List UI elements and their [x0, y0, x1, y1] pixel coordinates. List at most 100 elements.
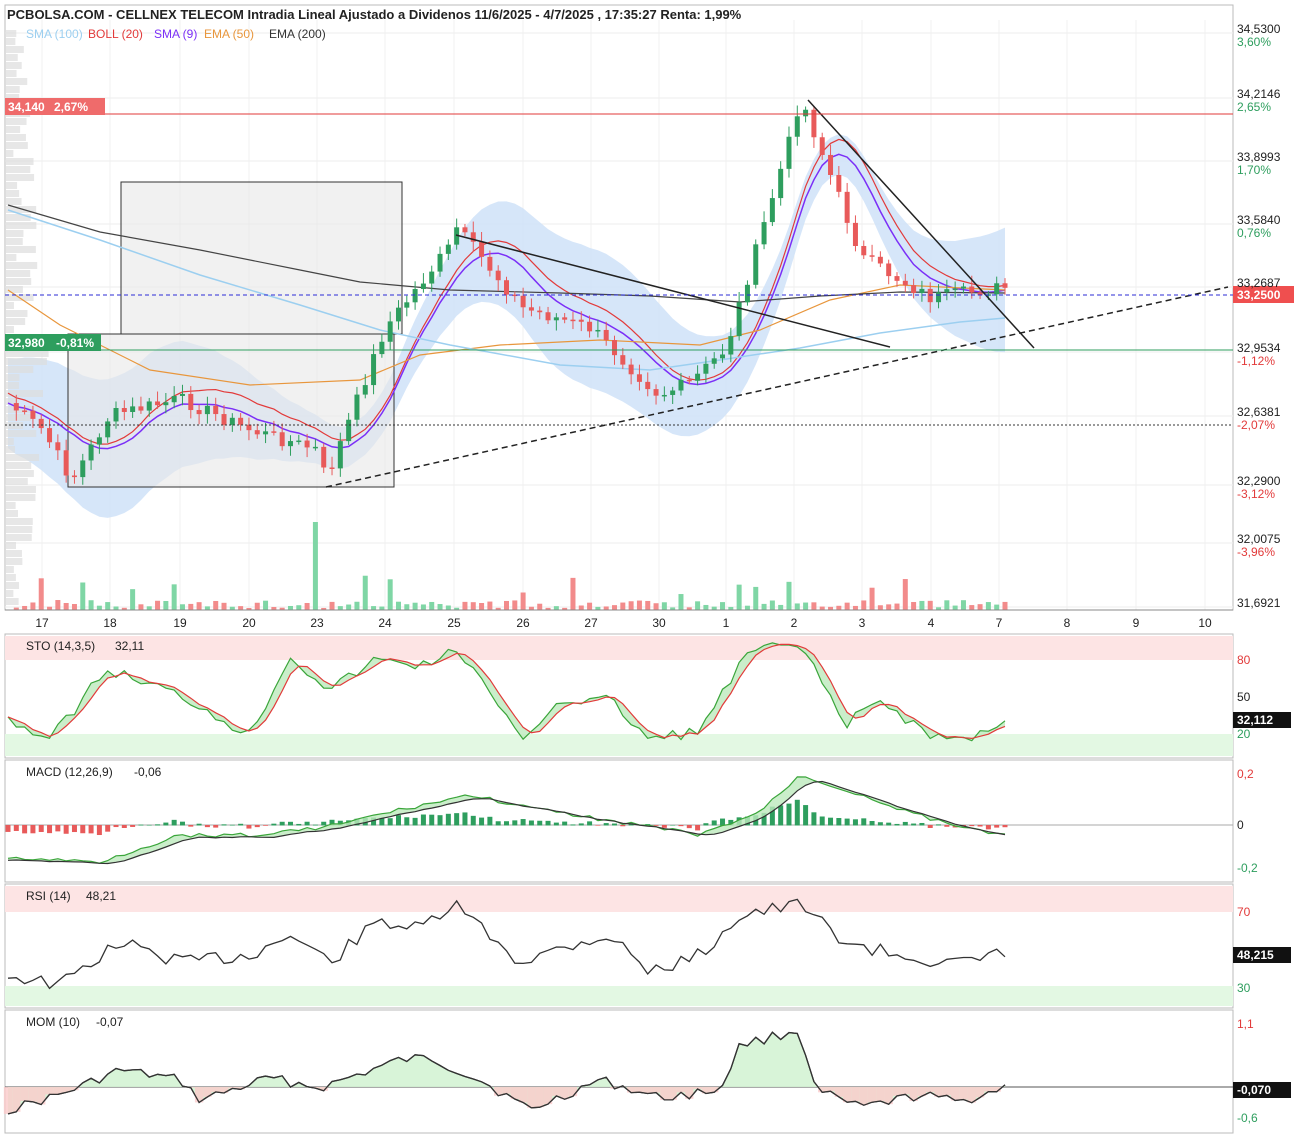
x-axis-label-14: 7: [996, 616, 1003, 630]
sto-level-2: 20: [1237, 727, 1251, 741]
profile-bar: [5, 382, 20, 389]
candle-body: [894, 276, 900, 281]
volume-bar: [753, 586, 759, 610]
macd-hist-bar: [504, 821, 509, 826]
macd-hist-bar: [528, 820, 534, 826]
macd-hist-bar: [130, 825, 136, 827]
volume-bar: [296, 605, 302, 610]
macd-hist-bar: [88, 825, 94, 834]
mom-neg-fill: [693, 1087, 702, 1090]
mom-neg-fill: [37, 1087, 46, 1105]
macd-hist-bar: [852, 819, 858, 826]
candle-body: [736, 302, 742, 337]
sma100-line: [7, 209, 1006, 371]
profile-bar: [5, 438, 14, 445]
volume-bar: [412, 602, 418, 610]
x-axis-label-7: 26: [516, 616, 530, 630]
volume-bar: [279, 607, 285, 610]
mom-neg-fill: [884, 1087, 893, 1105]
volume-bar: [545, 607, 551, 610]
mom-neg-fill: [552, 1087, 561, 1096]
candle-body: [819, 137, 825, 155]
macd-hist-bar: [171, 819, 177, 826]
rsi-line: [7, 898, 1006, 990]
price-axis-label-6: 32,6381: [1237, 405, 1281, 419]
resistance-tag-pct: 2,67%: [54, 100, 88, 114]
x-axis-label-15: 8: [1064, 616, 1071, 630]
candle-body: [80, 460, 86, 478]
volume-bar: [952, 605, 958, 610]
candle-body: [454, 227, 460, 245]
candle-body: [188, 393, 194, 411]
x-axis-label-17: 10: [1198, 616, 1212, 630]
profile-bar: [5, 238, 23, 245]
macd-hist-bar: [113, 825, 119, 828]
price-axis-label-7: 32,2900: [1237, 474, 1281, 488]
x-axis-label-2: 19: [173, 616, 187, 630]
mom-neg-fill: [867, 1087, 877, 1103]
profile-bar: [5, 526, 33, 533]
mom-neg-fill: [28, 1087, 38, 1102]
candle-body: [304, 440, 310, 448]
sto-tag: 32,112: [1237, 713, 1273, 727]
candle-body: [420, 283, 426, 290]
current-price-tag-bg: [1233, 286, 1294, 303]
macd-hist-bar: [312, 824, 318, 826]
price-axis-label-0: 34,5300: [1237, 22, 1281, 36]
profile-bar: [5, 286, 23, 293]
sto-d-line: [7, 643, 1006, 740]
volume-bar: [960, 600, 966, 610]
sto-k-line: [7, 642, 1006, 742]
mom-neg-fill: [942, 1087, 951, 1096]
macd-hist-bar: [720, 818, 726, 826]
macd-hist-bar: [429, 814, 435, 826]
volume-bar: [528, 606, 534, 610]
volume-bar: [636, 600, 642, 610]
price-axis-pct-7: -3,12%: [1237, 487, 1275, 501]
macd-level-1: 0: [1237, 818, 1244, 832]
x-axis-label-13: 4: [928, 616, 935, 630]
volume-bar: [944, 600, 950, 610]
volume-bar: [470, 602, 476, 610]
macd-hist-bar: [470, 815, 476, 826]
volume-bar: [22, 605, 28, 610]
macd-hist-bar: [603, 823, 609, 826]
candle-body: [437, 253, 443, 272]
candle-body: [337, 441, 343, 469]
candle-body: [221, 414, 227, 425]
volume-bar: [603, 606, 609, 610]
volume-bar: [188, 603, 194, 610]
x-axis-label-4: 23: [310, 616, 324, 630]
macd-hist-bar: [836, 818, 842, 826]
volume-bar: [263, 600, 269, 610]
mom-fill-area: [8, 1032, 1005, 1114]
sto-level-0: 80: [1237, 653, 1251, 667]
candle-body: [645, 381, 651, 390]
macd-hist-bar: [537, 820, 543, 826]
candle-body: [603, 329, 609, 341]
volume-bar: [30, 602, 36, 610]
x-axis-label-1: 18: [103, 616, 117, 630]
macd-hist-bar: [786, 803, 792, 826]
mom-label: MOM (10): [26, 1015, 80, 1029]
profile-bar: [5, 190, 20, 197]
candle-body: [13, 403, 19, 411]
volume-bar: [271, 607, 277, 610]
macd-hist-bar: [620, 825, 626, 827]
profile-bar: [5, 38, 16, 45]
profile-bar: [5, 70, 17, 77]
candle-body: [479, 241, 485, 257]
macd-hist-bar: [977, 825, 983, 827]
macd-hist-bar: [819, 816, 825, 826]
mom-panel: MOM (10) -0,07 1,1 -0,6 -0,070: [3, 1009, 1291, 1134]
volume-bar: [254, 602, 260, 610]
candle-body: [263, 431, 269, 435]
macd-hist-bar: [337, 820, 343, 826]
macd-value: -0,06: [134, 765, 162, 779]
macd-hist-bar: [304, 821, 310, 826]
macd-hist-bar: [213, 825, 219, 828]
candle-body: [977, 292, 983, 296]
price-axis-label-1: 34,2146: [1237, 87, 1281, 101]
volume-bar: [711, 606, 717, 610]
